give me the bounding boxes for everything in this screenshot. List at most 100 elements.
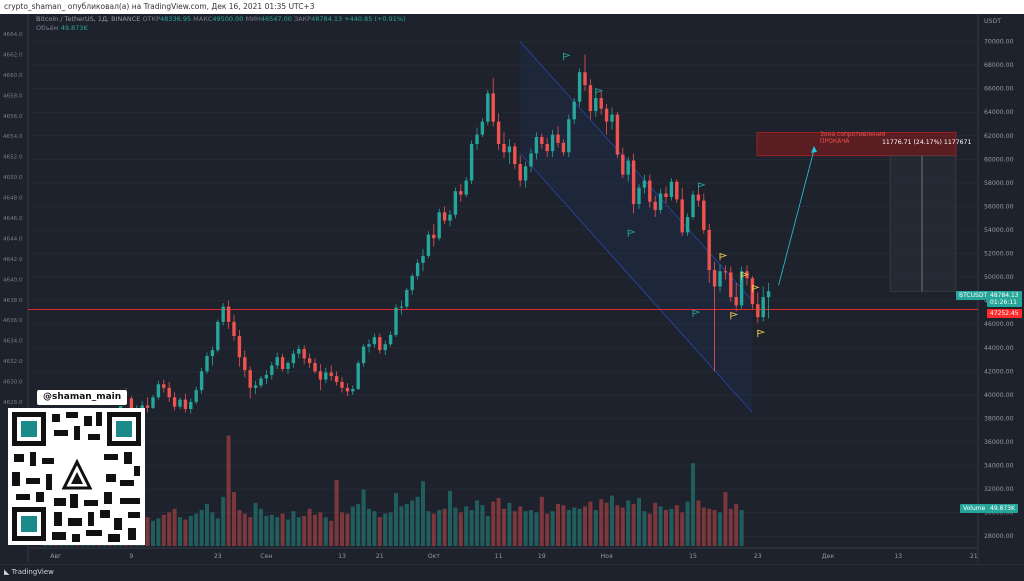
right-axis-tick-label: 66000.00 (984, 86, 1014, 93)
candle-body (378, 337, 382, 351)
volume-bar (453, 507, 458, 546)
candle-body (691, 194, 695, 218)
volume-bar (502, 508, 506, 546)
right-axis-tick-label: 30000.00 (984, 510, 1014, 517)
time-axis-tick-label: Дек (822, 553, 835, 560)
volume-bar (156, 518, 161, 546)
volume-bar (404, 504, 409, 546)
channel-fill (520, 41, 753, 413)
volume-bar (291, 511, 296, 546)
left-axis-tick-label: 4630.0 (3, 380, 23, 386)
candle-body (334, 376, 339, 382)
volume-tag-label: Volume (963, 505, 986, 512)
candle-body (302, 348, 306, 359)
candle-body (345, 387, 350, 392)
candle-body (248, 370, 252, 388)
left-axis-tick-label: 4644.0 (3, 236, 23, 242)
candle-body (183, 399, 188, 410)
right-axis-tick-label: 68000.00 (984, 62, 1014, 69)
candle-body (577, 72, 582, 102)
volume-bar (626, 500, 631, 546)
volume-bar (259, 508, 263, 546)
time-axis-tick-label: 23 (754, 553, 762, 560)
legend-volume: 49.873K (60, 24, 88, 32)
left-axis-tick-label: 4632.0 (3, 359, 23, 365)
volume-bar (637, 498, 641, 546)
candle-body (459, 191, 463, 195)
candle-body (226, 306, 231, 322)
volume-bar (426, 511, 431, 546)
right-axis-tick-label: 38000.00 (984, 415, 1014, 422)
candle-body (702, 200, 706, 230)
candle-body (140, 405, 144, 410)
publish-caption: crypto_shaman_ опубликовал(а) на Trading… (0, 0, 1024, 14)
volume-bar (739, 510, 744, 546)
left-axis-tick-label: 4664.0 (3, 32, 23, 38)
flag-marker-icon (627, 229, 636, 235)
volume-bar (577, 508, 582, 546)
candle-body (372, 337, 377, 345)
candle-body (221, 306, 225, 322)
candle-body (491, 93, 495, 122)
candle-body (675, 181, 679, 200)
volume-bar (707, 508, 712, 546)
candle-body (286, 363, 290, 369)
horizontal-line-tag: 47252.45 (987, 309, 1022, 318)
candle-body (583, 72, 587, 86)
candle-body (399, 306, 404, 308)
candle-body (178, 399, 182, 407)
time-axis-tick-label: 13 (338, 553, 346, 560)
time-axis-tick-label: Ноя (601, 553, 613, 560)
volume-bar (534, 512, 539, 546)
candle-body (291, 353, 296, 364)
volume-bar (593, 510, 598, 546)
candle-body (275, 357, 279, 366)
volume-bar (226, 435, 231, 546)
candle-body (243, 357, 247, 371)
legend-close: 48784.13 (311, 15, 343, 23)
current-price: 48784.13 (990, 292, 1019, 299)
candle-body (448, 214, 452, 221)
volume-bar (664, 510, 668, 546)
time-axis-tick-label: Авг (50, 553, 61, 560)
left-axis-tick-label: 4662.0 (3, 52, 23, 58)
volume-tag-value: 49.873K (990, 505, 1015, 512)
right-axis-unit: USDT (984, 18, 1001, 25)
measure-box (889, 155, 957, 292)
volume-bar (167, 512, 172, 546)
volume-bar (161, 514, 166, 546)
left-axis-tick-label: 4636.0 (3, 318, 23, 324)
volume-bar (518, 506, 523, 546)
legend-symbol: Bitcoin / TetherUS, 1Д, BINANCE (36, 15, 141, 23)
right-axis-tick-label: 32000.00 (984, 486, 1014, 493)
volume-bar (210, 512, 215, 546)
volume-bar (421, 481, 425, 546)
candle-body (264, 374, 269, 379)
flag-marker-icon (752, 284, 760, 290)
volume-bar (588, 501, 593, 546)
candle-body (156, 384, 161, 398)
volume-bar (199, 510, 204, 546)
right-axis-tick-label: 52000.00 (984, 251, 1014, 258)
candle-body (426, 234, 431, 256)
volume-bar (415, 496, 420, 546)
legend-open: 48336.95 (160, 15, 192, 23)
candle-body (259, 378, 263, 386)
time-axis-tick-label: Сен (260, 553, 272, 560)
candle-body (199, 371, 204, 391)
volume-bar (221, 496, 226, 546)
volume-bar (583, 506, 587, 546)
volume-bar (178, 517, 182, 546)
tradingview-logo: ◣ TradingView (4, 568, 54, 576)
candle-body (356, 363, 360, 389)
right-axis-tick-label: 34000.00 (984, 463, 1014, 470)
candle-body (162, 384, 166, 388)
candlestick-chart[interactable]: 70000.00 68000.00 66000.00 64000.00 62000.00… (0, 14, 1024, 564)
volume-bar (302, 516, 307, 546)
candle-body (410, 275, 414, 291)
volume-bar (696, 500, 701, 546)
symbol-tag: BTCUSDT (959, 292, 988, 299)
legend-low: 46547.00 (260, 15, 292, 23)
volume-bar (194, 513, 199, 546)
candle-body (421, 255, 425, 263)
